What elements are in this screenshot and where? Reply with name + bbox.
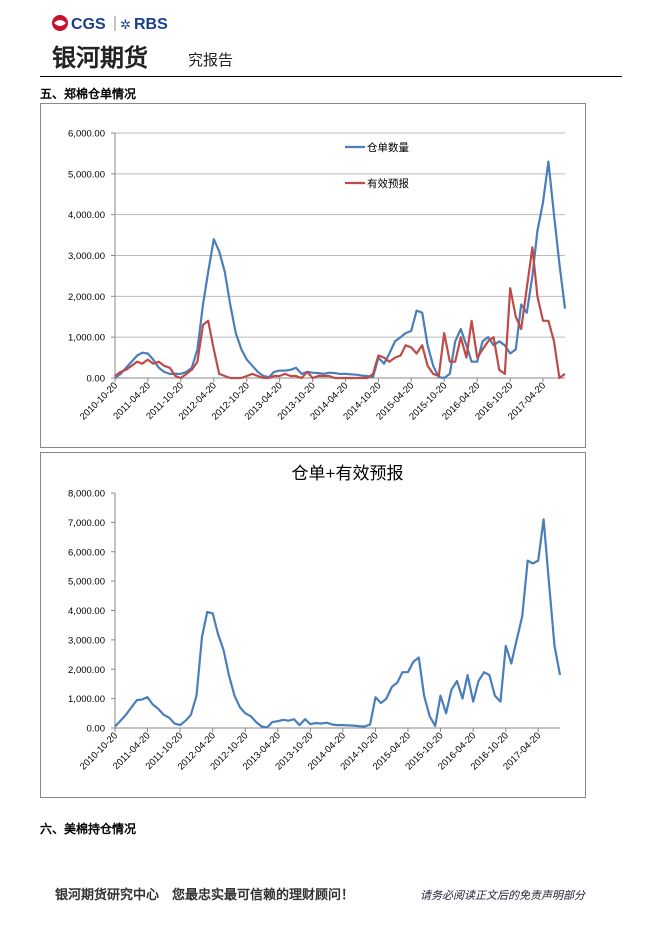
company: 银河期货 [52, 44, 148, 72]
section-title: 六、美棉持仓情况 [40, 822, 137, 836]
chart: 0.00 1,000.00 2,000.00 3,000.00 4,000.00 5,00… [40, 103, 586, 448]
y-tick-label: 0.00 [87, 724, 106, 735]
logo: CGS ✲ RBS [52, 15, 168, 33]
chart: 仓单+有效预报 0.00 1,000.00 2,000.00 3,000.00 4,000… [40, 452, 586, 798]
y-tick-label: 4,000.00 [68, 210, 105, 221]
y-tick-label: 5,000.00 [68, 169, 105, 180]
y-tick-label: 2,000.00 [68, 292, 105, 303]
report-type: 究报告 [188, 51, 234, 69]
section-title: 五、郑棉仓单情况 [40, 87, 137, 101]
logo-right: RBS [134, 16, 168, 33]
y-tick-label: 3,000.00 [68, 635, 105, 646]
y-tick-label: 3,000.00 [68, 251, 105, 262]
y-tick-label: 0.00 [87, 374, 106, 385]
series-line [114, 246, 566, 380]
header-rule [40, 76, 622, 77]
logo-left: CGS [71, 16, 106, 33]
y-tick-label: 6,000.00 [68, 547, 105, 558]
y-tick-label: 7,000.00 [68, 518, 105, 529]
footer-right: 请务必阅读正文后的免责声明部分 [420, 889, 585, 902]
footer-left: 银河期货研究中心 [55, 888, 160, 903]
y-tick-label: 6,000.00 [68, 129, 105, 140]
legend-label: 仓单数量 [367, 141, 409, 154]
chart-title: 仓单+有效预报 [292, 464, 404, 483]
y-tick-label: 4,000.00 [68, 606, 105, 617]
series-line [114, 518, 562, 729]
y-tick-label: 8,000.00 [68, 489, 105, 500]
y-tick-label: 2,000.00 [68, 665, 105, 676]
legend-label: 有效预报 [367, 177, 409, 190]
y-tick-label: 5,000.00 [68, 577, 105, 588]
svg-text:✲: ✲ [120, 17, 131, 32]
y-tick-label: 1,000.00 [68, 694, 105, 705]
footer-slogan: 您最忠实最可信赖的理财顾问！ [172, 888, 355, 903]
y-tick-label: 1,000.00 [68, 333, 105, 344]
